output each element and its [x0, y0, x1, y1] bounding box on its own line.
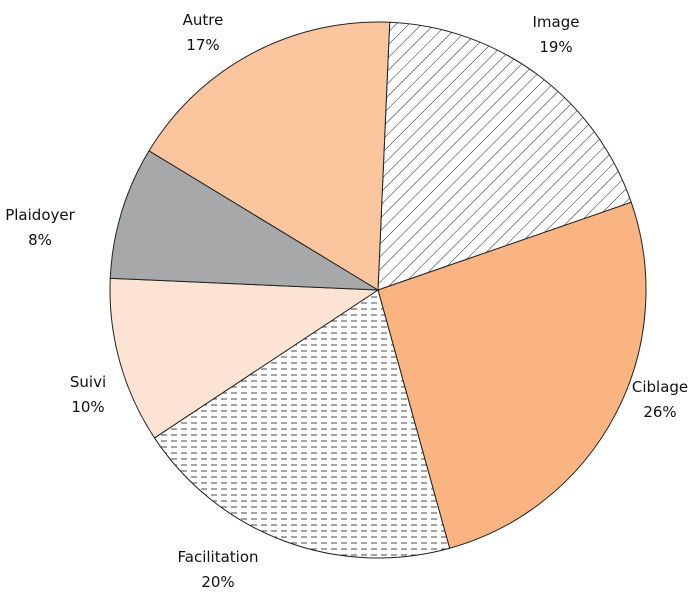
slice-label: Plaidoyer: [5, 206, 75, 224]
slice-value-label: 26%: [643, 403, 676, 421]
slice-value-label: 17%: [186, 36, 219, 54]
slice-label: Suivi: [70, 373, 106, 391]
slice-value-label: 20%: [201, 573, 234, 591]
slice-value-label: 19%: [539, 38, 572, 56]
slice-value-label: 10%: [71, 398, 104, 416]
pie-slice: [377, 21, 632, 291]
slice-label: Image: [533, 13, 580, 31]
pie-slice: [109, 277, 380, 439]
pie-slice: [109, 150, 379, 291]
slice-label: Facilitation: [178, 548, 259, 566]
pie-slice: [153, 289, 451, 559]
slice-label: Ciblage: [632, 378, 688, 396]
slice-label: Autre: [183, 11, 224, 29]
pie-slice: [148, 21, 391, 291]
pie-slice: [377, 201, 647, 549]
slice-value-label: 8%: [28, 231, 52, 249]
